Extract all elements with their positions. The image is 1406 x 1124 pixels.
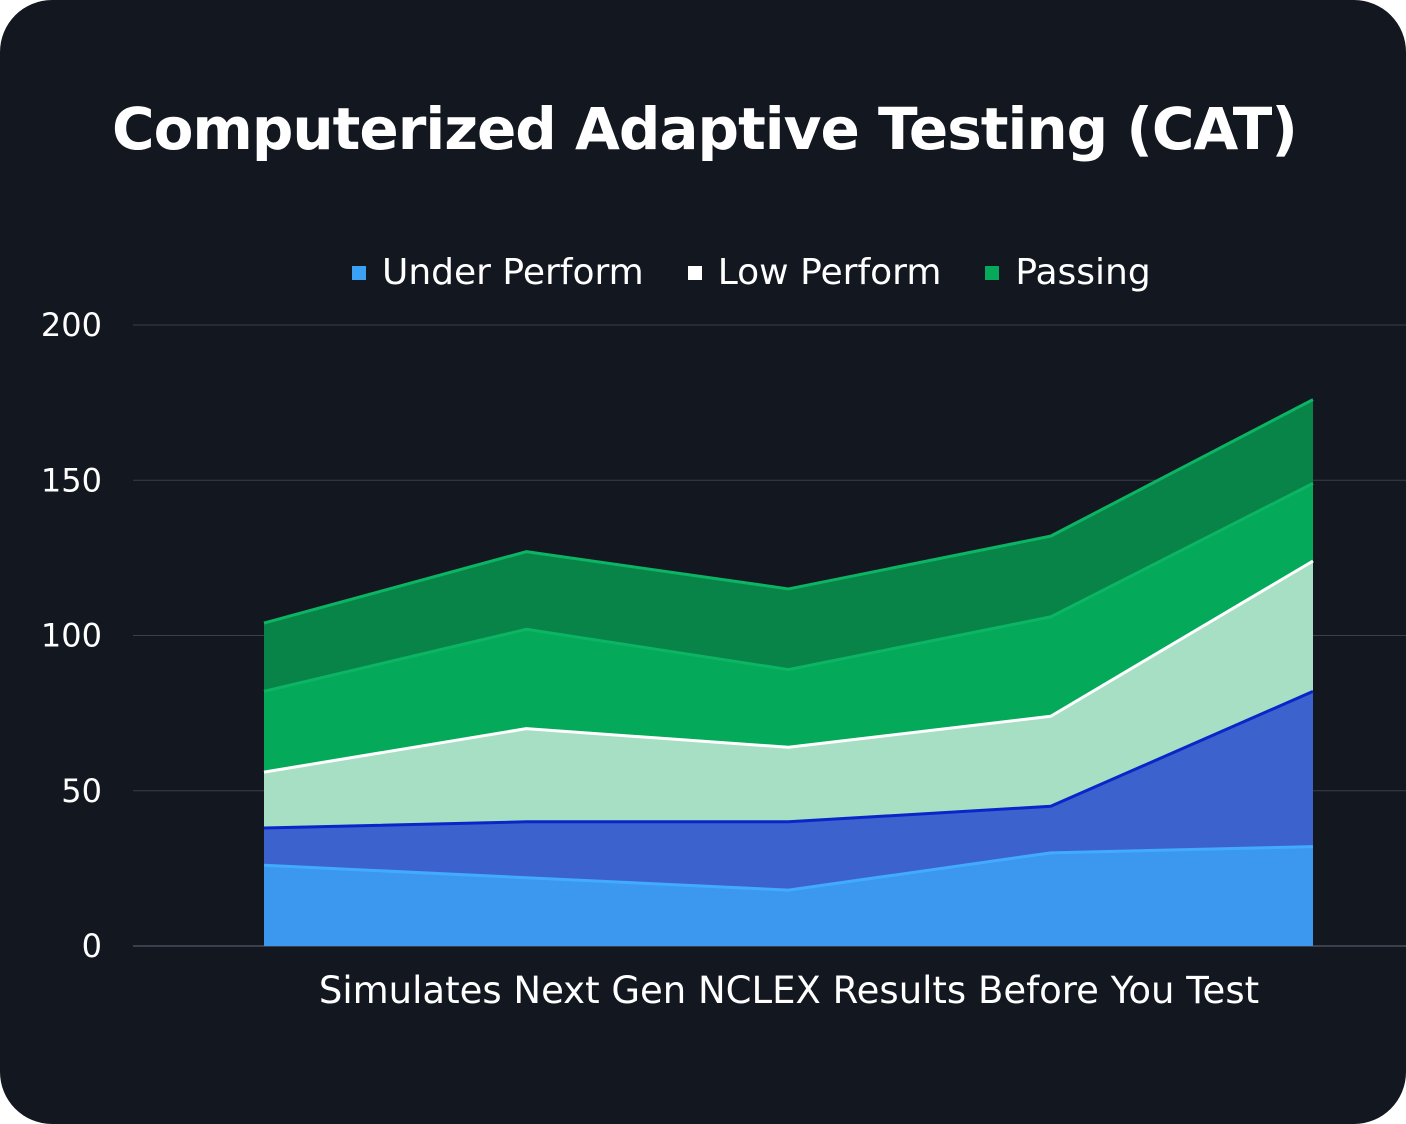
line-low-perform: [263, 559, 1314, 774]
y-tick-label-200: 200: [41, 306, 102, 344]
y-tick-label-100: 100: [41, 617, 102, 655]
legend-label-under-perform: Under Perform: [382, 252, 644, 293]
line-passing-dark: [263, 398, 1314, 625]
legend-item-passing: Passing: [985, 252, 1151, 293]
y-tick-label-50: 50: [61, 772, 102, 810]
stacked-areas: [264, 399, 1313, 946]
y-tick-label-150: 150: [41, 461, 102, 499]
legend-swatch-passing: [985, 265, 1000, 280]
legend-swatch-under-perform: [352, 265, 366, 280]
legend-label-low-perform: Low Perform: [717, 252, 942, 293]
area-passing-dark: [264, 399, 1313, 692]
area-passing-light: [264, 483, 1313, 773]
line-under-perform-dark: [263, 690, 1314, 830]
y-axis-ticks: 0 50 100 150 200: [41, 306, 102, 965]
line-under-perform-light: [263, 845, 1314, 892]
chart-title: Computerized Adaptive Testing (CAT): [112, 95, 1298, 163]
area-under-perform-dark: [264, 691, 1313, 891]
legend-item-under-perform: Under Perform: [352, 252, 644, 293]
legend-swatch-low-perform: [687, 265, 702, 280]
legend-label-passing: Passing: [1015, 252, 1151, 293]
legend-item-low-perform: Low Perform: [687, 252, 942, 293]
area-low-perform: [264, 560, 1313, 829]
y-tick-label-0: 0: [82, 927, 102, 965]
chart-legend: Under Perform Low Perform Passing: [352, 252, 1195, 293]
line-passing-light: [263, 482, 1314, 693]
series-lines: [263, 398, 1314, 892]
x-axis-label: Simulates Next Gen NCLEX Results Before …: [319, 969, 1259, 1012]
area-under-perform-light: [264, 846, 1313, 946]
